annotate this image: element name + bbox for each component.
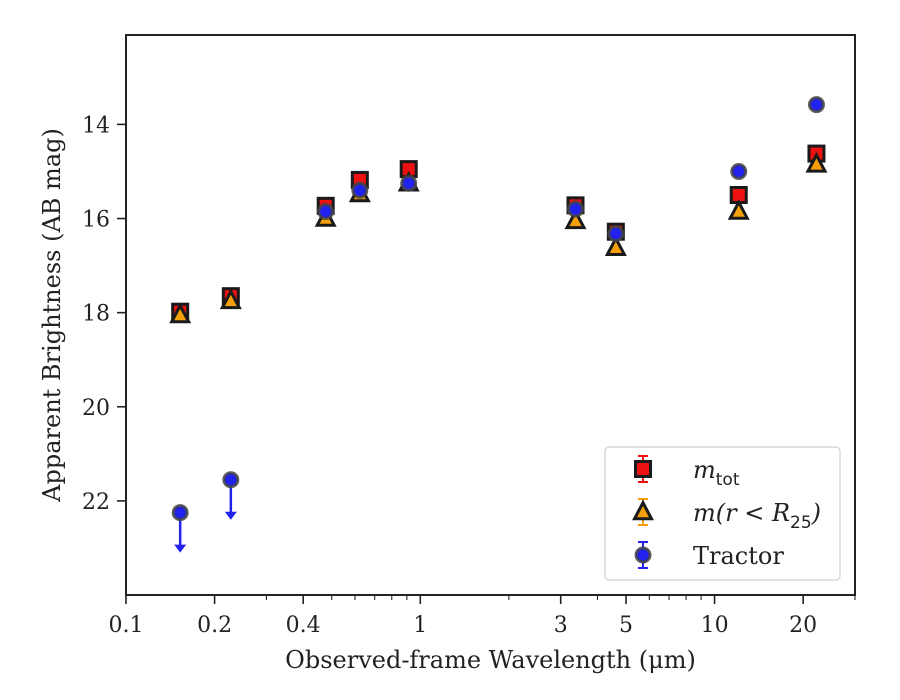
circle-point [400, 174, 418, 192]
triangle-point [564, 208, 587, 230]
upper-limit-arrowhead [174, 544, 187, 553]
x-tick-label: 3 [554, 613, 568, 638]
y-tick-label: 20 [82, 396, 110, 421]
x-tick-label: 5 [619, 613, 633, 638]
y-tick-label: 18 [82, 302, 110, 327]
x-tick-label: 20 [789, 613, 817, 638]
circle-point [807, 96, 825, 114]
y-axis-label: Apparent Brightness (AB mag) [38, 128, 66, 503]
circle-point [222, 471, 240, 489]
x-tick-label: 10 [701, 613, 729, 638]
y-tick-label: 14 [82, 113, 110, 138]
legend-label: m(r < R25) [693, 499, 821, 533]
x-tick-label: 0.4 [286, 613, 321, 638]
x-tick-label: 0.2 [197, 613, 232, 638]
legend-square-marker [634, 460, 652, 478]
triangle-point [219, 288, 242, 310]
x-axis-label: Observed-frame Wavelength (μm) [285, 646, 696, 674]
x-tick-label: 1 [413, 613, 427, 638]
circle-point [607, 225, 625, 243]
triangle-point [805, 151, 828, 173]
circle-point [171, 504, 189, 522]
legend: mtot m(r < R25) Tractor [604, 446, 841, 581]
y-axis-ticks: 14 16 18 20 22 [82, 113, 126, 515]
legend-triangle-marker [632, 499, 654, 521]
triangle-point [169, 302, 192, 324]
circle-point [351, 181, 369, 199]
legend-label: Tractor [693, 542, 784, 570]
circle-point [317, 202, 335, 220]
circle-point [730, 162, 748, 180]
legend-circle-marker [634, 546, 652, 564]
y-tick-label: 16 [82, 208, 110, 233]
data-points [169, 96, 828, 553]
triangle-point [727, 198, 750, 220]
upper-limit-arrowhead [224, 511, 237, 520]
y-tick-label: 22 [82, 490, 110, 515]
legend-label: mtot [693, 456, 740, 490]
triangle-point [604, 235, 627, 256]
plot-frame [125, 34, 856, 596]
legend-box [604, 446, 841, 581]
x-axis-ticks: 0.1 0.2 0.4 1 3 5 10 20 [109, 595, 856, 638]
circle-point [566, 200, 584, 218]
x-tick-label: 0.1 [109, 613, 144, 638]
